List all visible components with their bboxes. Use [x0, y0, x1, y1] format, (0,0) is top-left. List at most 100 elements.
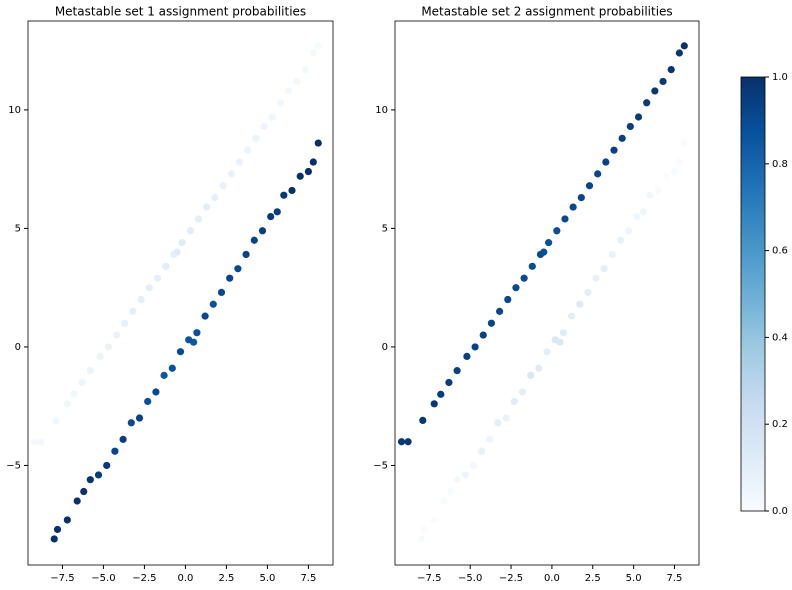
point: [662, 172, 670, 180]
point: [129, 307, 137, 315]
y-tick-label: 5: [382, 223, 388, 234]
point: [576, 300, 584, 308]
colorbar-tick-label: 1.0: [772, 72, 788, 83]
point: [176, 348, 185, 356]
point: [145, 284, 153, 292]
point: [168, 364, 176, 372]
point: [610, 146, 618, 154]
point: [201, 312, 209, 320]
point: [502, 414, 510, 422]
chart-title: Metastable set 2 assignment probabilitie…: [421, 5, 672, 19]
point: [440, 497, 448, 505]
point: [461, 471, 469, 479]
colorbar-tick-label: 0.4: [772, 332, 788, 343]
point: [626, 122, 634, 131]
point: [585, 182, 594, 190]
point: [250, 236, 258, 244]
point: [397, 438, 406, 446]
point: [252, 134, 260, 142]
point: [680, 139, 688, 147]
point: [561, 215, 569, 223]
point: [226, 274, 234, 282]
point: [569, 203, 577, 211]
point: [194, 215, 203, 223]
point: [651, 87, 659, 95]
point: [643, 99, 651, 107]
point: [445, 378, 453, 387]
point: [244, 146, 252, 154]
point: [53, 525, 62, 534]
point: [301, 65, 309, 74]
colorbar-tick-label: 0.2: [772, 419, 788, 430]
point: [153, 274, 162, 282]
point: [217, 288, 226, 297]
point: [121, 319, 129, 327]
point: [518, 388, 527, 396]
point: [162, 262, 170, 270]
point: [309, 49, 317, 57]
point: [144, 397, 152, 406]
point: [625, 227, 633, 235]
x-tick-label: −2.5: [132, 573, 156, 584]
colorbar-tick-label: 0.0: [772, 506, 788, 517]
point: [219, 182, 227, 190]
point: [494, 419, 502, 427]
point: [496, 307, 504, 315]
point: [86, 476, 94, 484]
point: [453, 367, 461, 375]
point: [178, 239, 186, 247]
point: [119, 435, 127, 443]
point: [654, 186, 662, 195]
point: [670, 167, 679, 176]
x-tick-label: −7.5: [50, 573, 74, 584]
point: [545, 239, 553, 247]
point: [96, 352, 104, 361]
point: [420, 525, 429, 534]
point: [137, 295, 145, 304]
point: [675, 158, 683, 166]
point: [446, 487, 455, 496]
point: [63, 516, 71, 524]
point: [556, 338, 564, 346]
point: [471, 343, 479, 351]
point: [528, 262, 536, 270]
point: [173, 248, 181, 256]
point: [540, 248, 548, 256]
point: [437, 390, 445, 398]
point: [304, 167, 313, 176]
point: [135, 414, 144, 422]
point: [486, 435, 494, 443]
point: [285, 87, 293, 95]
point: [512, 284, 520, 292]
x-tick-label: −5.0: [91, 573, 115, 584]
colorbar-tick-label: 0.8: [772, 159, 788, 170]
point: [430, 516, 438, 524]
point: [78, 378, 86, 387]
y-tick-label: 0: [382, 342, 388, 353]
x-tick-label: 0.0: [177, 573, 193, 584]
point: [268, 113, 276, 121]
point: [646, 191, 654, 199]
point: [112, 331, 121, 339]
point: [80, 487, 88, 496]
point: [510, 397, 518, 406]
point: [675, 49, 683, 57]
point: [430, 400, 438, 408]
point: [193, 329, 201, 337]
point: [600, 265, 608, 273]
x-tick-label: 7.5: [667, 573, 683, 584]
axes-frame: [27, 20, 334, 566]
point: [30, 438, 39, 446]
point: [584, 288, 592, 297]
point: [592, 274, 600, 282]
point: [567, 312, 576, 320]
y-tick-label: 10: [375, 105, 388, 116]
point: [602, 158, 610, 166]
point: [152, 388, 160, 396]
x-tick-label: 0.0: [544, 573, 560, 584]
y-tick-label: −5: [6, 460, 21, 471]
x-tick-label: −5.0: [458, 573, 482, 584]
x-tick-label: −7.5: [417, 573, 441, 584]
point: [260, 122, 268, 131]
colorbar: [740, 76, 766, 512]
